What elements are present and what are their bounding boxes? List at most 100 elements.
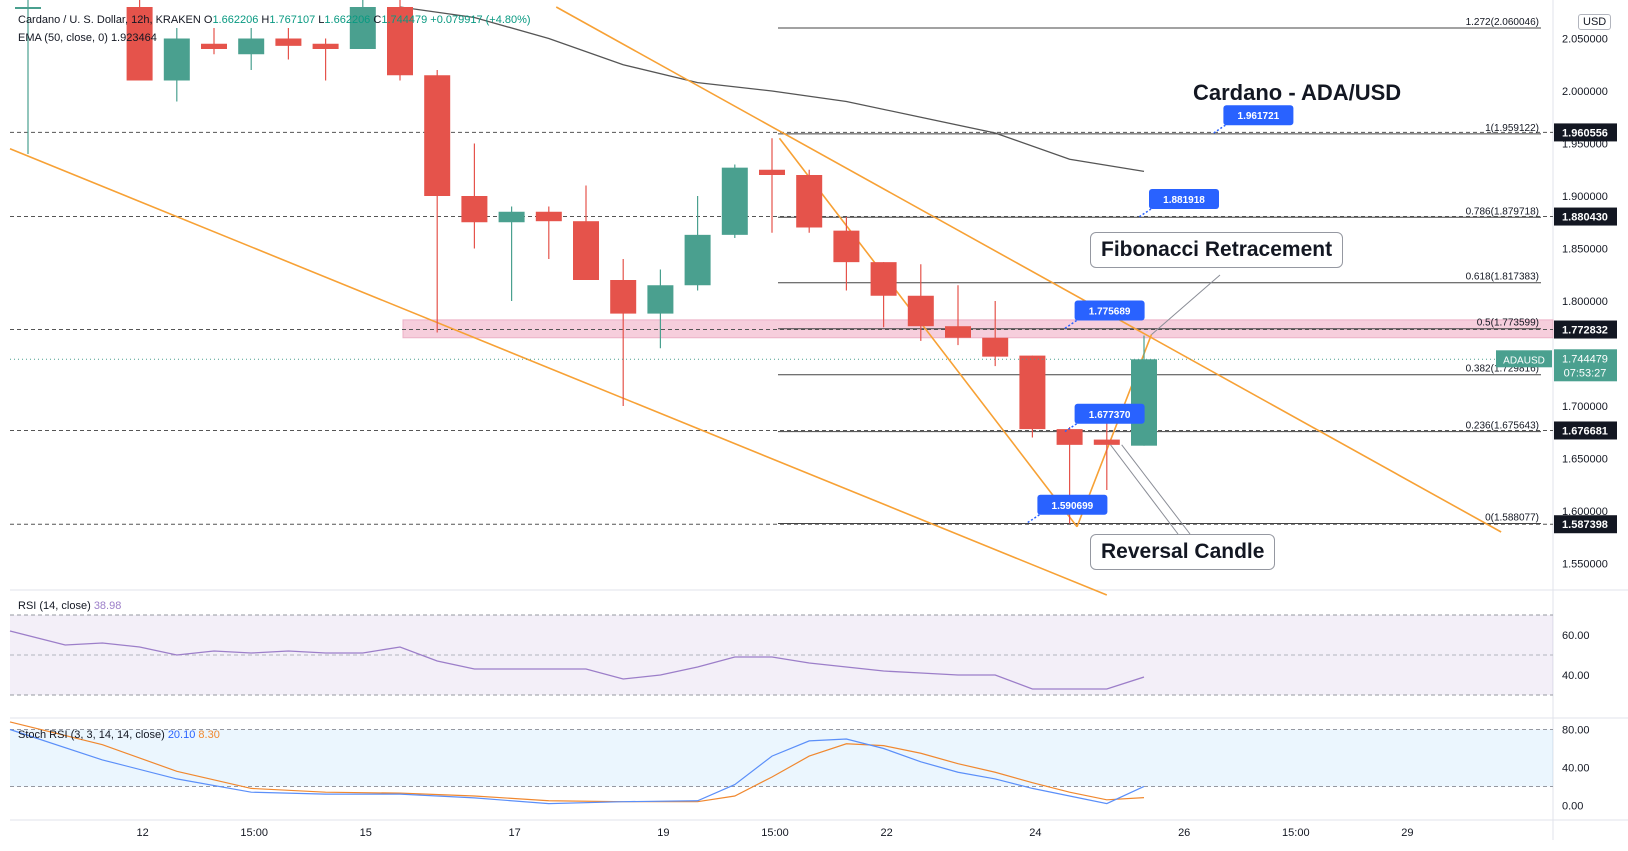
fib-level-label: 1.272(2.060046) bbox=[1466, 17, 1539, 28]
stoch-legend[interactable]: Stoch RSI (3, 3, 14, 14, close) 20.10 8.… bbox=[18, 729, 220, 741]
stoch-band-fill bbox=[10, 729, 1553, 787]
fib-level-label: 1(1.959122) bbox=[1485, 123, 1539, 134]
high-value: 1.767107 bbox=[269, 14, 316, 26]
candle-body bbox=[647, 285, 674, 314]
candle-body bbox=[424, 75, 451, 196]
low-value: 1.662206 bbox=[324, 14, 371, 26]
level-price-tag bbox=[1554, 421, 1617, 440]
candle-body bbox=[982, 337, 1009, 357]
currency-badge[interactable]: USD bbox=[1578, 14, 1612, 30]
time-tick-label: 19 bbox=[657, 827, 669, 839]
current-price-tag bbox=[1554, 349, 1617, 382]
time-tick-label: 15:00 bbox=[761, 827, 789, 839]
price-tick-label: 1.800000 bbox=[1562, 296, 1608, 308]
stoch-label: Stoch RSI (3, 3, 14, 14, close) bbox=[18, 729, 165, 741]
symbol-legend: Cardano / U. S. Dollar, 12h, KRAKEN O1.6… bbox=[18, 14, 531, 26]
candle-body bbox=[907, 295, 934, 327]
rsi-legend[interactable]: RSI (14, close) 38.98 bbox=[18, 600, 121, 612]
stoch-k-line bbox=[9, 728, 1145, 805]
callout-pointer bbox=[1121, 444, 1191, 535]
candle-body bbox=[312, 43, 339, 49]
fib-level-label: 0.236(1.675643) bbox=[1466, 421, 1539, 432]
symbol-tag-text: ADAUSD bbox=[1503, 355, 1545, 366]
trend-line bbox=[555, 6, 1502, 533]
candle-body bbox=[387, 7, 413, 76]
price-tick-label: 1.900000 bbox=[1562, 191, 1608, 203]
candle-body bbox=[535, 211, 562, 222]
time-tick-label: 17 bbox=[508, 827, 520, 839]
candle-body bbox=[498, 211, 525, 223]
price-tick-label: 1.700000 bbox=[1562, 401, 1608, 413]
price-label-leader bbox=[1064, 423, 1078, 433]
candle-body bbox=[275, 38, 302, 46]
symbol-name[interactable]: Cardano / U. S. Dollar, 12h, KRAKEN bbox=[18, 14, 201, 26]
price-label-box bbox=[1074, 300, 1145, 321]
candle-body bbox=[461, 196, 488, 223]
price-tick-label: 1.600000 bbox=[1562, 506, 1608, 518]
price-label-text: 1.881918 bbox=[1163, 195, 1205, 206]
fib-level-label: 0.618(1.817383) bbox=[1466, 272, 1539, 283]
price-label-box bbox=[1074, 403, 1145, 424]
level-price-tag bbox=[1554, 320, 1617, 339]
ema-legend[interactable]: EMA (50, close, 0) 1.923464 bbox=[18, 32, 157, 44]
price-label-box bbox=[1149, 188, 1219, 209]
candle-body bbox=[1093, 439, 1120, 445]
time-tick-label: 12 bbox=[136, 827, 148, 839]
ema-label: EMA (50, close, 0) bbox=[18, 32, 108, 44]
level-price-tag-text: 1.772832 bbox=[1562, 325, 1608, 337]
level-price-tag bbox=[1554, 207, 1617, 226]
price-label-text: 1.775689 bbox=[1089, 307, 1131, 318]
close-value: 1.744479 bbox=[381, 14, 428, 26]
level-price-tag-text: 1.676681 bbox=[1562, 425, 1608, 437]
price-tick-label: 2.000000 bbox=[1562, 86, 1608, 98]
low-label: L bbox=[318, 14, 325, 26]
candle-body bbox=[721, 167, 748, 235]
price-label-box bbox=[1223, 105, 1294, 126]
candle-body bbox=[610, 280, 637, 314]
trend-line bbox=[778, 137, 1078, 528]
current-price-text: 1.744479 bbox=[1562, 353, 1608, 365]
stoch-d-value: 8.30 bbox=[198, 729, 220, 741]
candle-body bbox=[126, 7, 153, 81]
fib-level-label: 0.382(1.729816) bbox=[1466, 364, 1539, 375]
time-tick-label: 15 bbox=[360, 827, 372, 839]
candle-body bbox=[1131, 359, 1157, 446]
stoch-d-line bbox=[9, 721, 1145, 803]
price-label-leader bbox=[1064, 319, 1078, 330]
price-label-text: 1.677370 bbox=[1089, 410, 1131, 421]
price-tick-label: 1.650000 bbox=[1562, 454, 1608, 466]
level-price-tag bbox=[1554, 515, 1617, 534]
candle-body bbox=[684, 234, 711, 286]
fib-level-label: 0.786(1.879718) bbox=[1466, 206, 1539, 217]
price-tick-label: 1.950000 bbox=[1562, 139, 1608, 151]
time-tick-label: 15:00 bbox=[1282, 827, 1310, 839]
rsi-tick-label: 40.00 bbox=[1562, 670, 1590, 682]
candle-body bbox=[796, 175, 823, 228]
stoch-tick-label: 40.00 bbox=[1562, 763, 1590, 775]
price-label-leader bbox=[1026, 514, 1040, 524]
ema-line bbox=[399, 6, 1145, 173]
price-label-text: 1.961721 bbox=[1238, 111, 1280, 122]
trend-line bbox=[9, 148, 1108, 596]
price-tick-label: 1.850000 bbox=[1562, 244, 1608, 256]
high-label: H bbox=[261, 14, 270, 26]
fib-level-label: 0.5(1.773599) bbox=[1477, 318, 1539, 329]
candle-body bbox=[759, 169, 785, 175]
change-value: +0.079917 (+4.80%) bbox=[430, 14, 531, 26]
time-tick-label: 29 bbox=[1401, 827, 1413, 839]
rsi-label: RSI (14, close) bbox=[18, 600, 91, 612]
ema-value: 1.923464 bbox=[110, 32, 157, 44]
level-price-tag bbox=[1554, 123, 1617, 142]
reversal-callout: Reversal Candle bbox=[1090, 534, 1276, 570]
rsi-line bbox=[9, 630, 1145, 690]
level-price-tag-text: 1.880430 bbox=[1562, 212, 1608, 224]
rsi-tick-label: 60.00 bbox=[1562, 630, 1590, 642]
level-price-tag-text: 1.960556 bbox=[1562, 127, 1608, 139]
candle-body bbox=[870, 262, 897, 296]
candle-body bbox=[163, 38, 190, 81]
open-value: 1.662206 bbox=[212, 14, 259, 26]
time-tick-label: 26 bbox=[1178, 827, 1190, 839]
countdown-text: 07:53:27 bbox=[1564, 367, 1607, 379]
